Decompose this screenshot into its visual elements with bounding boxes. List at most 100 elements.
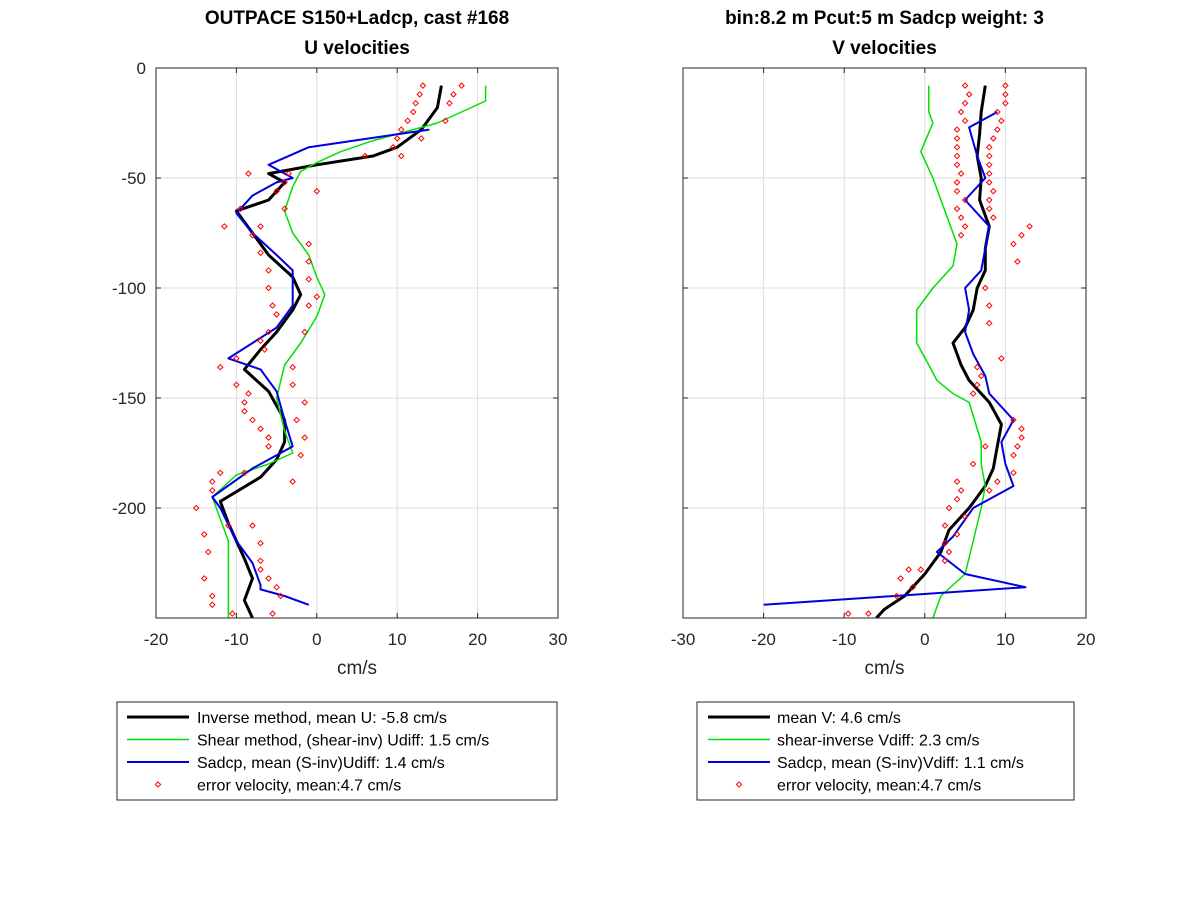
error-velocity-marker [241,407,248,415]
x-axis-label: cm/s [337,658,377,679]
plot-area [156,68,558,618]
error-velocity-marker [192,504,200,512]
error-velocity-marker [389,143,397,151]
data-layer [192,82,487,618]
error-velocity-marker [249,522,256,529]
error-velocity-marker [305,258,313,265]
error-velocity-marker [301,328,309,336]
error-velocity-marker [985,161,993,169]
error-velocity-marker [909,583,917,591]
error-velocity-marker [393,135,401,142]
series-line-2 [211,128,430,606]
series-line-1 [915,85,987,618]
error-velocity-marker [941,522,949,529]
y-tick-label: -200 [112,499,146,518]
error-velocity-marker [994,478,1001,485]
x-tick-label: -30 [671,630,696,649]
error-velocity-marker [200,531,208,538]
error-velocity-marker [404,117,411,125]
error-velocity-marker [281,205,288,213]
x-tick-label: -20 [144,630,169,649]
error-velocity-marker [973,381,981,389]
error-velocity-marker [265,443,272,450]
error-velocity-marker [241,399,248,406]
legend-swatch [154,781,162,788]
error-velocity-marker [289,381,296,389]
error-velocity-marker [412,99,419,107]
error-velocity-marker [265,267,272,274]
error-velocity-marker [981,443,989,450]
x-tick-label: 20 [468,630,487,649]
error-velocity-marker [261,346,268,353]
error-velocity-marker [241,469,248,477]
x-tick-label: 0 [312,630,321,649]
legend-entry: Sadcp, mean (S-inv)Vdiff: 1.1 cm/s [777,755,1024,772]
error-velocity-marker [973,363,981,371]
error-velocity-marker [961,82,969,89]
legend-entry: Sadcp, mean (S-inv)Udiff: 1.4 cm/s [197,755,445,772]
legend-swatch [735,781,743,788]
error-velocity-marker [257,557,264,565]
x-tick-label: 10 [996,630,1015,649]
error-velocity-marker [961,117,969,125]
error-velocity-marker [265,328,272,336]
x-axis-label: cm/s [864,658,904,679]
error-velocity-marker [221,223,228,230]
x-tick-label: -10 [832,630,857,649]
error-velocity-marker [957,231,965,239]
error-velocity-marker [985,143,993,151]
chart-subtitle: V velocities [832,38,937,59]
error-velocity-marker [941,539,949,547]
legend-entry: Inverse method, mean U: -5.8 cm/s [197,710,447,727]
error-velocity-marker [961,99,969,107]
error-velocity-marker [957,214,965,221]
series-line-1 [211,85,487,618]
error-velocity-marker [865,610,872,617]
error-velocity-marker [289,478,296,485]
error-velocity-marker [233,381,240,389]
error-velocity-marker [985,487,993,494]
error-velocity-marker [225,522,232,529]
error-velocity-marker [418,135,425,142]
error-velocity-marker [1010,240,1017,248]
error-velocity-marker [965,91,973,98]
error-velocity-marker [293,416,301,424]
error-velocity-marker [990,214,997,221]
error-velocity-marker [217,363,224,371]
error-velocity-marker [969,390,977,397]
error-velocity-marker [237,205,244,213]
error-velocity-marker [1010,416,1017,424]
error-velocity-marker [208,601,216,609]
error-velocity-marker [257,425,264,433]
y-tick-label: -50 [121,169,146,188]
error-velocity-marker [953,205,961,213]
error-velocity-marker [233,355,240,362]
plot-area [683,68,1086,618]
x-tick-label: -20 [751,630,776,649]
error-velocity-marker [313,293,321,301]
axes-box [682,67,1087,619]
error-velocity-marker [305,240,313,248]
y-tick-label: -150 [112,389,146,408]
error-velocity-marker [961,223,969,230]
y-tick-label: 0 [137,59,146,78]
error-velocity-marker [208,592,216,600]
error-velocity-marker [301,434,309,441]
error-velocity-marker [994,108,1001,116]
error-velocity-marker [961,513,969,521]
error-velocity-marker [409,108,417,116]
error-velocity-marker [945,504,953,512]
x-tick-label: 30 [549,630,568,649]
error-velocity-marker [442,117,449,125]
error-velocity-marker [990,135,997,142]
error-velocity-marker [245,170,252,177]
error-velocity-marker [249,231,256,239]
error-velocity-marker [994,126,1001,133]
chart-subtitle: U velocities [304,38,410,59]
error-velocity-marker [941,557,949,565]
error-velocity-marker [265,575,272,582]
error-velocity-marker [269,610,276,617]
error-velocity-marker [257,539,264,547]
error-velocity-marker [945,548,953,556]
